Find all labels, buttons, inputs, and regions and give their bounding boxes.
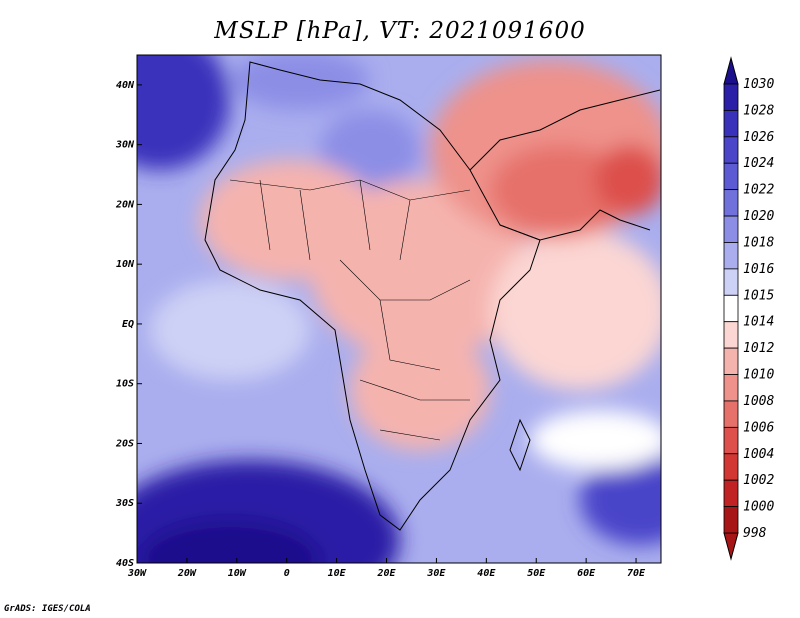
colorbar-label: 1008: [743, 394, 774, 409]
pressure-field: [137, 55, 661, 563]
colorbar-swatch: [723, 506, 739, 534]
coastlines: [204, 61, 661, 531]
colorbar-swatch: [723, 426, 739, 455]
colorbar-label: 1026: [743, 130, 774, 145]
x-tick-label: 20W: [177, 568, 197, 579]
colorbar-swatch: [723, 453, 739, 481]
colorbar-swatch: [723, 347, 739, 375]
x-tick-label: 0: [284, 568, 290, 579]
y-tick-label: 10S: [116, 379, 134, 390]
x-tick-label: 30E: [426, 568, 446, 579]
colorbar-label: 1014: [743, 315, 774, 330]
colorbar-label: 1004: [743, 447, 774, 462]
colorbar-swatch: [723, 294, 739, 323]
colorbar-label: 1016: [743, 262, 774, 277]
colorbar-swatch: [723, 110, 739, 138]
colorbar-label: 1018: [743, 235, 774, 250]
colorbar-swatch: [723, 374, 739, 402]
colorbar-swatch: [723, 321, 739, 349]
colorbar: 1030 1028 1026 1024 1022 1020 1018 1016 1015 1014…: [723, 56, 774, 561]
colorbar-label: 1020: [743, 209, 774, 224]
colorbar-upper-cap: [723, 56, 739, 85]
colorbar-label: 1006: [743, 420, 774, 435]
y-tick-label: 30N: [115, 140, 135, 151]
colorbar-swatch: [723, 215, 739, 243]
axis-ticks: 30W 20W 10W 0 10E 20E 30E 40E 50E 60E 70E 40N 30N 20N…: [115, 80, 646, 579]
x-tick-label: 30W: [127, 568, 147, 579]
y-tick-label: 20N: [115, 199, 135, 210]
chart-title: MSLP [hPa], VT: 2021091600: [214, 18, 586, 44]
colorbar-swatch: [723, 400, 739, 428]
colorbar-label: 1024: [743, 156, 774, 171]
y-tick-label: EQ: [122, 319, 134, 330]
colorbar-swatch: [723, 162, 739, 191]
colorbar-label: 1015: [743, 288, 774, 303]
country-borders: [229, 179, 471, 441]
colorbar-label: 1002: [743, 473, 774, 488]
y-tick-label: 10N: [116, 259, 135, 270]
y-tick-label: 30S: [115, 498, 134, 509]
colorbar-label: 1022: [743, 183, 774, 198]
colorbar-swatch: [723, 136, 739, 164]
y-tick-label: 20S: [115, 438, 134, 449]
y-tick-label: 40N: [116, 80, 135, 91]
colorbar-label: 1000: [743, 500, 774, 515]
africa-coast: [204, 61, 541, 531]
grads-credit: GrADS: IGES/COLA: [4, 604, 91, 614]
x-tick-label: 50E: [527, 568, 546, 579]
colorbar-label: 1010: [743, 368, 774, 383]
colorbar-label: 1028: [743, 103, 774, 118]
x-tick-label: 70E: [627, 568, 646, 579]
x-tick-label: 10E: [328, 568, 347, 579]
x-tick-label: 10W: [228, 568, 247, 579]
x-tick-label: 20E: [376, 568, 396, 579]
map-frame: [136, 54, 662, 564]
colorbar-swatch: [723, 479, 739, 507]
x-tick-label: 60E: [577, 568, 596, 579]
colorbar-lower-cap: [723, 532, 739, 561]
madagascar-coast: [509, 418, 531, 472]
colorbar-swatch: [723, 189, 739, 217]
colorbar-label: 998: [743, 526, 767, 541]
colorbar-label: 1030: [743, 77, 774, 92]
colorbar-label: 1012: [743, 341, 774, 356]
colorbar-swatch: [723, 268, 739, 296]
x-tick-label: 40E: [477, 568, 496, 579]
colorbar-swatch: [723, 83, 739, 111]
asia-coast: [469, 89, 661, 241]
colorbar-swatch: [723, 242, 739, 270]
y-tick-label: 40S: [116, 558, 134, 569]
